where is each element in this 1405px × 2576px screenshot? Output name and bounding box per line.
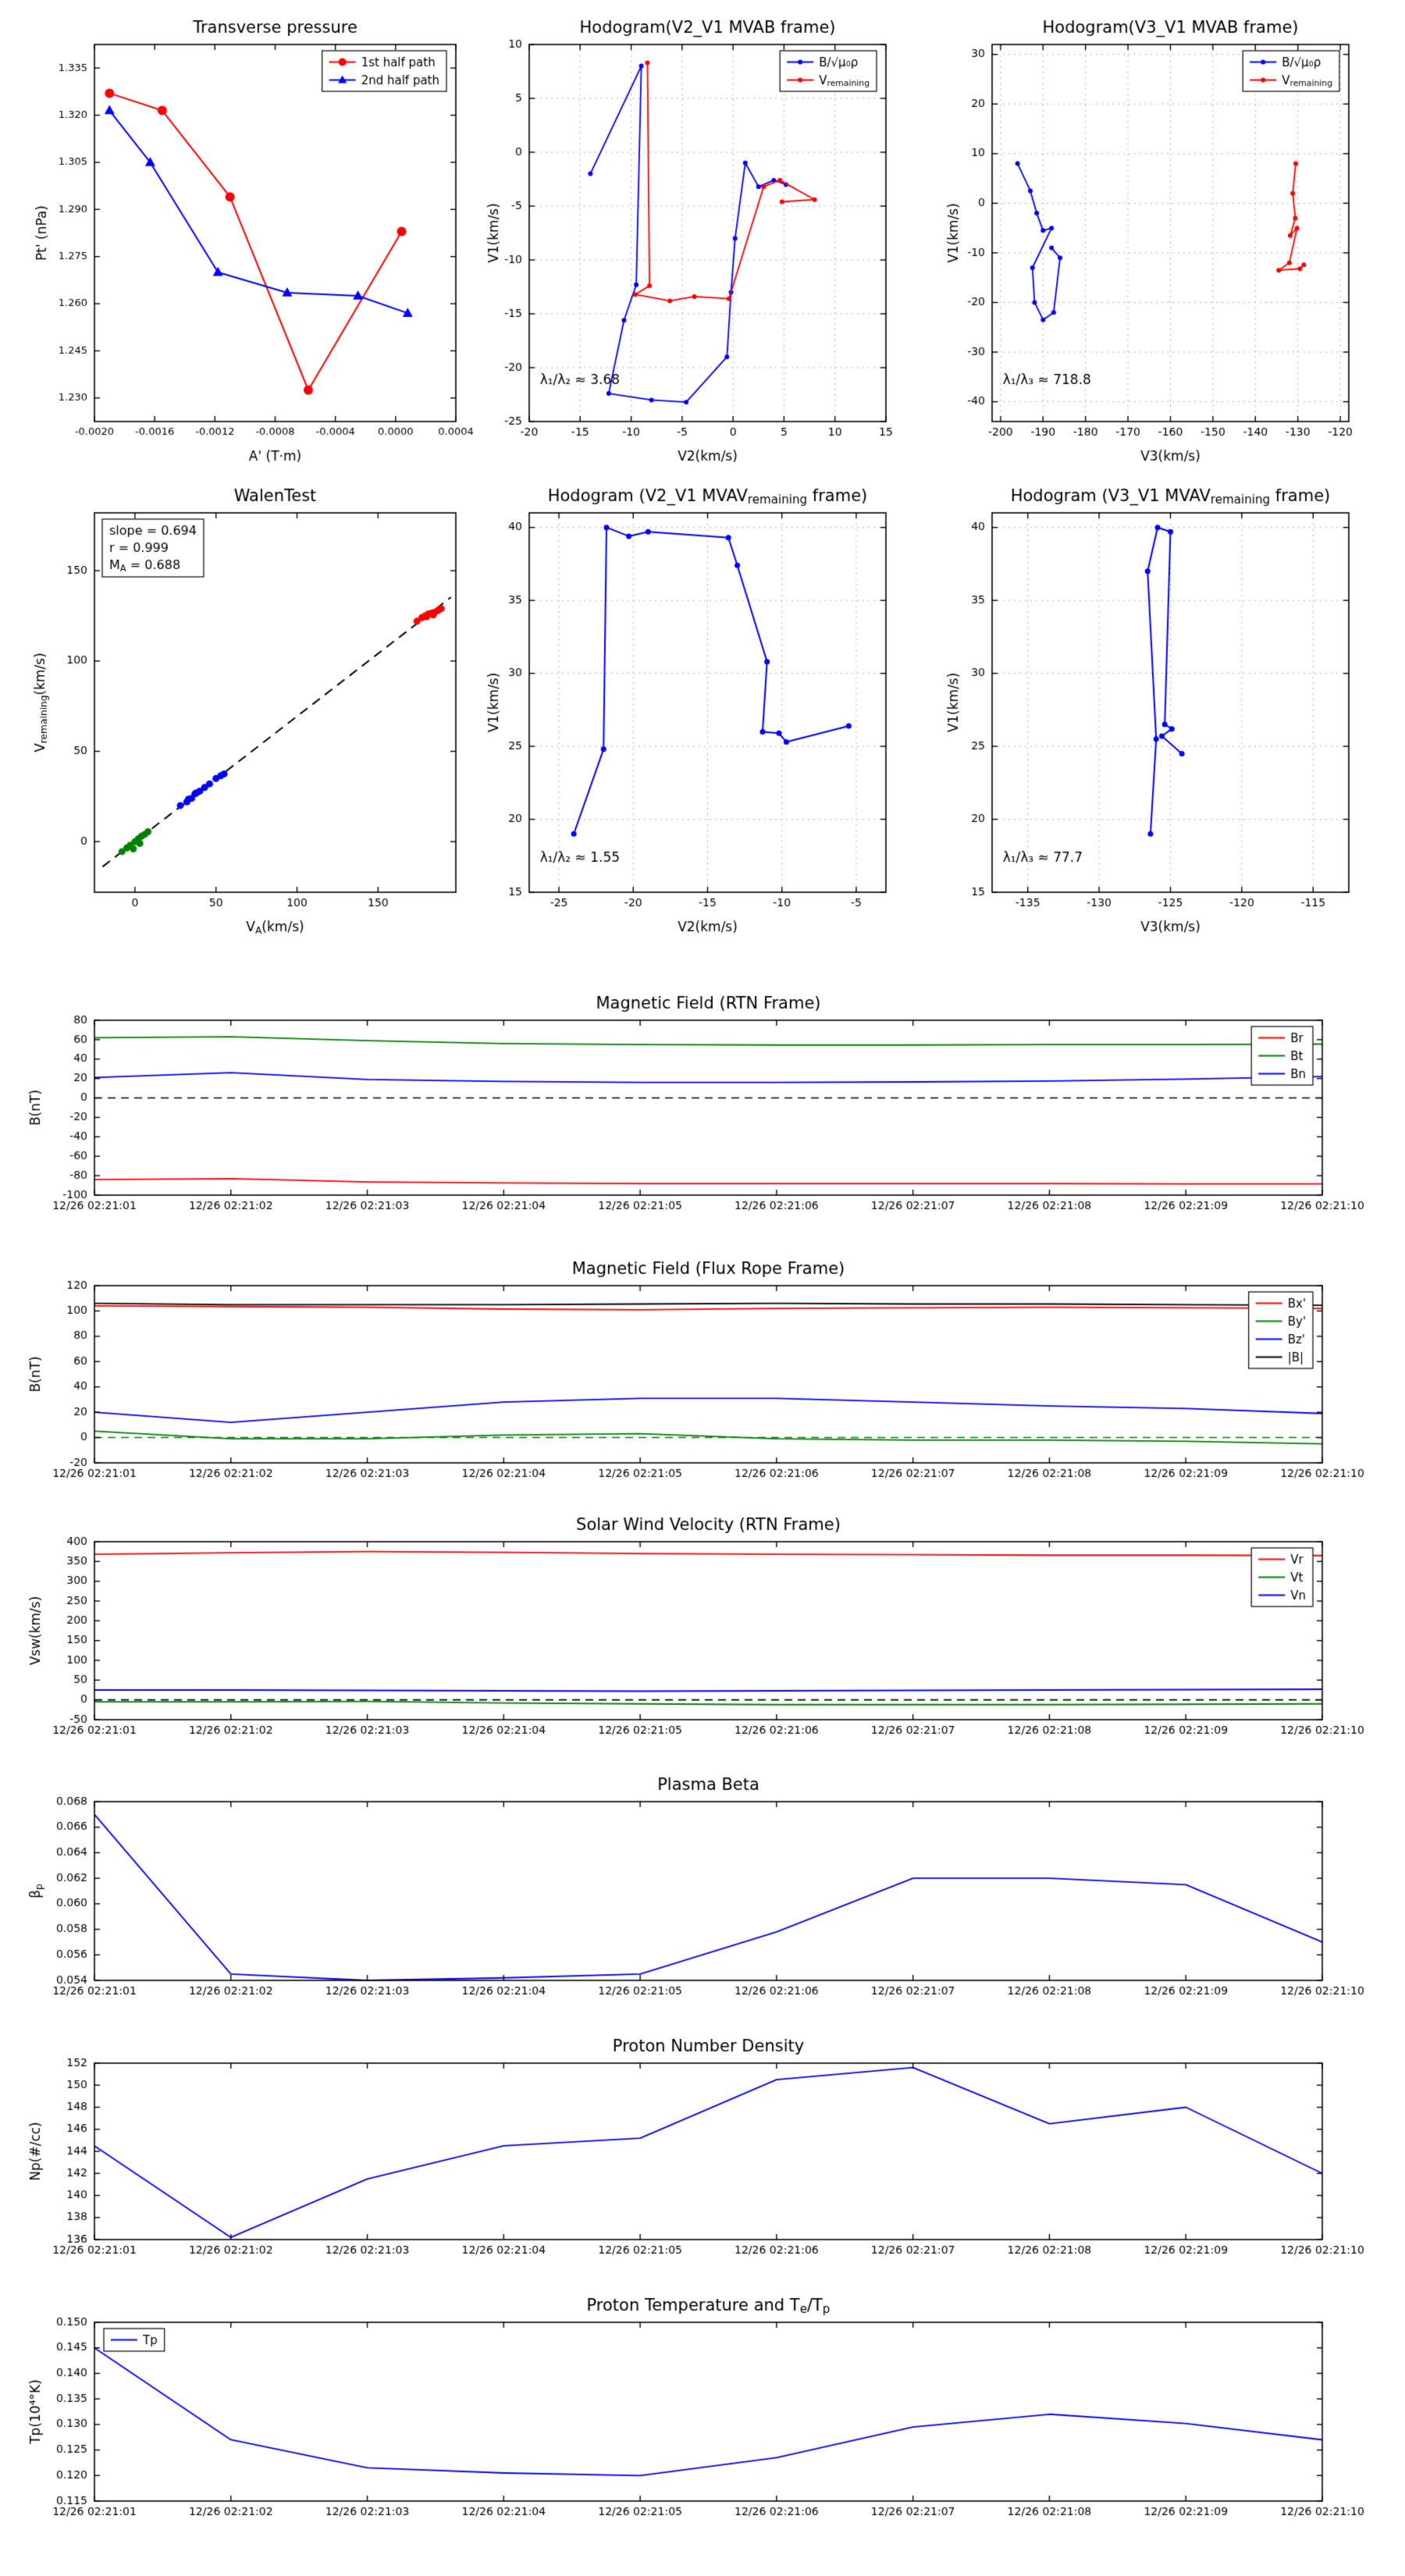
- chart-transverse-pressure: [0, 0, 476, 468]
- chart-hodogram-v2v1-mvav: [476, 468, 933, 976]
- chart-magnetic-field-rtn: [0, 976, 1405, 1237]
- chart-proton-temperature: [0, 2275, 1405, 2533]
- chart-plasma-beta: [0, 1760, 1405, 2018]
- chart-hodogram-v3v1-mvab: [933, 0, 1405, 468]
- chart-walen-test: [0, 468, 476, 976]
- chart-magnetic-field-flux-rope: [0, 1241, 1405, 1503]
- chart-hodogram-v2v1-mvab: [476, 0, 933, 468]
- chart-proton-number-density: [0, 2018, 1405, 2275]
- chart-solar-wind-velocity: [0, 1503, 1405, 1760]
- chart-hodogram-v3v1-mvav: [933, 468, 1405, 976]
